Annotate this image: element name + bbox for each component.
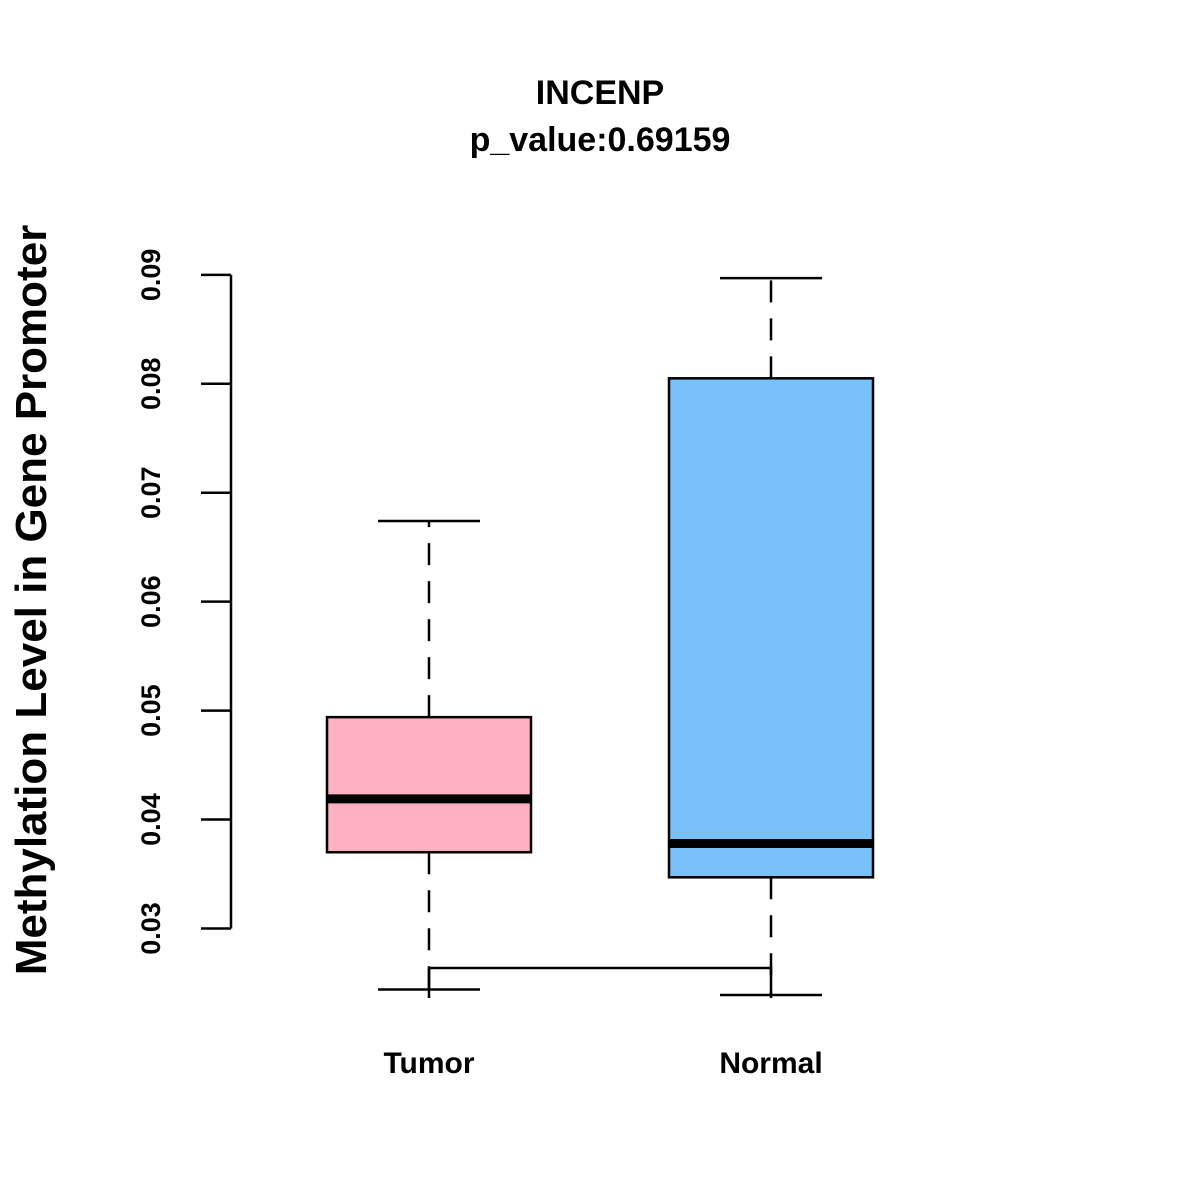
- x-tick-label-tumor: Tumor: [383, 1047, 474, 1080]
- y-tick-label: 0.07: [136, 466, 166, 519]
- boxes: [325, 276, 875, 997]
- bracket-line: [427, 966, 773, 998]
- y-tick-label: 0.04: [136, 793, 166, 846]
- iqr-box: [325, 715, 533, 854]
- y-tick-label: 0.08: [136, 357, 166, 410]
- y-tick-label: 0.06: [136, 575, 166, 628]
- chart-title: INCENP: [536, 74, 664, 112]
- box-tumor: [325, 519, 533, 991]
- y-axis: 0.03 0.04 0.05 0.06 0.07 0.08 0.09: [136, 249, 233, 955]
- y-tick-label: 0.03: [136, 902, 166, 955]
- x-tick-label-normal: Normal: [719, 1047, 822, 1080]
- x-axis-labels: Tumor Normal: [383, 1047, 822, 1080]
- y-tick-label: 0.09: [136, 249, 166, 302]
- y-tick-label: 0.05: [136, 684, 166, 737]
- box-normal: [667, 276, 875, 997]
- y-axis-label: Methylation Level in Gene Promoter: [7, 225, 56, 976]
- comparison-bracket: [427, 966, 773, 998]
- iqr-box: [667, 377, 875, 879]
- chart-subtitle: p_value:0.69159: [470, 121, 731, 159]
